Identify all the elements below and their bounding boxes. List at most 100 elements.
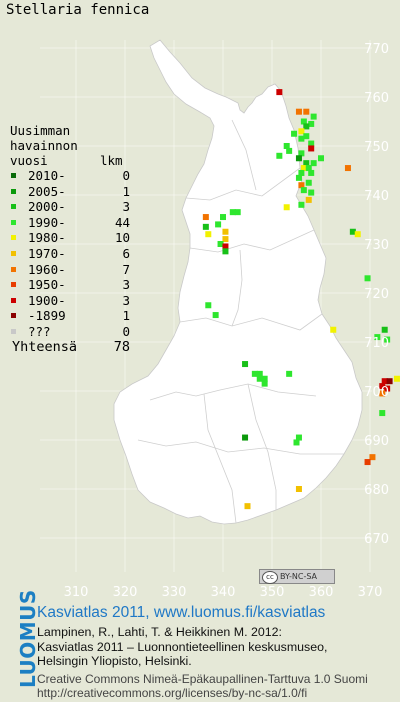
y-tick-label: 750 [364, 140, 389, 155]
observation-square [298, 182, 305, 189]
license-text[interactable]: Creative Commons Nimeä-Epäkaupallinen-Ta… [37, 672, 368, 700]
legend-row-label: 1990- [28, 214, 66, 230]
legend-swatch [11, 328, 16, 334]
y-tick-label: 680 [364, 483, 389, 498]
observation-square [293, 439, 300, 446]
legend-row-count: 0 [122, 168, 130, 183]
legend-row: 2005- 1 [10, 183, 130, 200]
observation-square [318, 155, 324, 162]
observation-square [349, 228, 356, 235]
observation-square [251, 370, 258, 377]
legend: Uusimman havainnon vuosi lkm 2010- 0 2005- 1… [10, 123, 130, 356]
observation-square [295, 155, 302, 162]
cc-license-badge[interactable]: cc BY-NC-SA [259, 569, 335, 584]
y-tick-label: 720 [364, 287, 389, 302]
legend-row-count: 0 [122, 323, 130, 339]
legend-row-label: 1980- [28, 230, 66, 246]
observation-square [295, 486, 302, 492]
observation-square [212, 312, 219, 319]
legend-row: ??? 0 [10, 324, 130, 340]
observation-square [300, 118, 307, 125]
x-axis-ticks: 310 320 330 340 350 360 370 [64, 585, 383, 598]
observation-square [308, 145, 315, 152]
observation-square [295, 108, 302, 115]
cc-icon: cc [262, 571, 278, 584]
y-tick-label: 710 [364, 336, 389, 351]
legend-row: 1990- 44 [10, 214, 130, 231]
legend-total-value: 78 [113, 338, 130, 355]
observation-square [354, 231, 361, 238]
legend-row-label: 1970- [28, 245, 66, 261]
observation-square [308, 120, 315, 127]
legend-swatch [11, 204, 16, 210]
legend-row: 2010- 0 [10, 168, 130, 184]
observation-square [298, 135, 305, 142]
finland-outline [113, 39, 363, 525]
legend-rows: 2010- 0 2005- 1 2000- 3 1990- 44 1980- 10 1970- 6 19… [10, 168, 130, 340]
observation-square [308, 189, 315, 196]
observation-square [256, 370, 263, 377]
x-tick-label: 340 [211, 585, 236, 598]
observation-square [300, 187, 307, 194]
legend-swatch [11, 282, 16, 288]
observation-square [222, 236, 229, 243]
observation-square [303, 160, 310, 167]
observation-square [379, 383, 386, 390]
observation-square [217, 241, 224, 247]
observation-square [215, 221, 222, 228]
observation-square [202, 214, 209, 221]
observation-square [310, 160, 317, 167]
legend-total: Yhteensä 78 [10, 338, 130, 356]
observation-square [286, 370, 293, 377]
observation-square [222, 248, 229, 255]
legend-count-heading: lkm [100, 153, 123, 168]
observation-square [384, 385, 391, 392]
legend-row: 2000- 3 [10, 199, 130, 215]
x-tick-label: 320 [113, 585, 138, 598]
observation-square [305, 165, 312, 172]
observation-square [379, 390, 386, 397]
observation-square [242, 434, 249, 441]
legend-total-label: Yhteensä [12, 338, 78, 355]
legend-row-count: 1 [122, 183, 130, 199]
observation-markers [202, 89, 400, 510]
y-axis-ticks: 770 760 750 740 730 720 710 700 690 680 670 [364, 42, 389, 547]
reference-text: Lampinen, R., Lahti, T. & Heikkinen M. 2… [37, 625, 328, 668]
observation-square [295, 434, 302, 441]
legend-row-label: 2005- [28, 183, 66, 199]
legend-row-label: 1960- [28, 261, 66, 277]
y-tick-label: 730 [364, 238, 389, 253]
observation-square [298, 169, 305, 176]
legend-row: 1960- 7 [10, 261, 130, 278]
legend-row-label: 2000- [28, 199, 66, 215]
observation-square [220, 214, 226, 221]
legend-row-count: 10 [114, 230, 130, 246]
observation-square [256, 375, 263, 382]
observation-square [308, 169, 315, 176]
observation-square [244, 503, 251, 510]
legend-row: 1970- 6 [10, 245, 130, 262]
observation-square [330, 326, 337, 333]
observation-square [283, 143, 290, 149]
observation-square [305, 196, 312, 203]
observation-square [222, 243, 229, 250]
legend-row: 1900- 3 [10, 292, 130, 309]
legend-row: 1950- 3 [10, 277, 130, 293]
observation-square [303, 133, 310, 140]
observation-square [276, 152, 283, 159]
legend-swatch [11, 266, 16, 272]
x-tick-label: 370 [358, 585, 383, 598]
observation-square [393, 375, 400, 382]
observation-square [242, 361, 249, 368]
region-boundaries [137, 119, 344, 524]
observation-square [261, 375, 268, 382]
observation-square [298, 201, 305, 208]
observation-square [379, 410, 386, 417]
cc-badge-text: BY-NC-SA [280, 572, 318, 581]
observation-square [369, 454, 376, 461]
observation-square [364, 275, 371, 282]
legend-row-count: 6 [122, 245, 130, 261]
legend-swatch [11, 173, 16, 178]
kasviatlas-headline[interactable]: Kasviatlas 2011, www.luomus.fi/kasviatla… [37, 604, 326, 621]
legend-row-label: 1900- [28, 292, 66, 308]
